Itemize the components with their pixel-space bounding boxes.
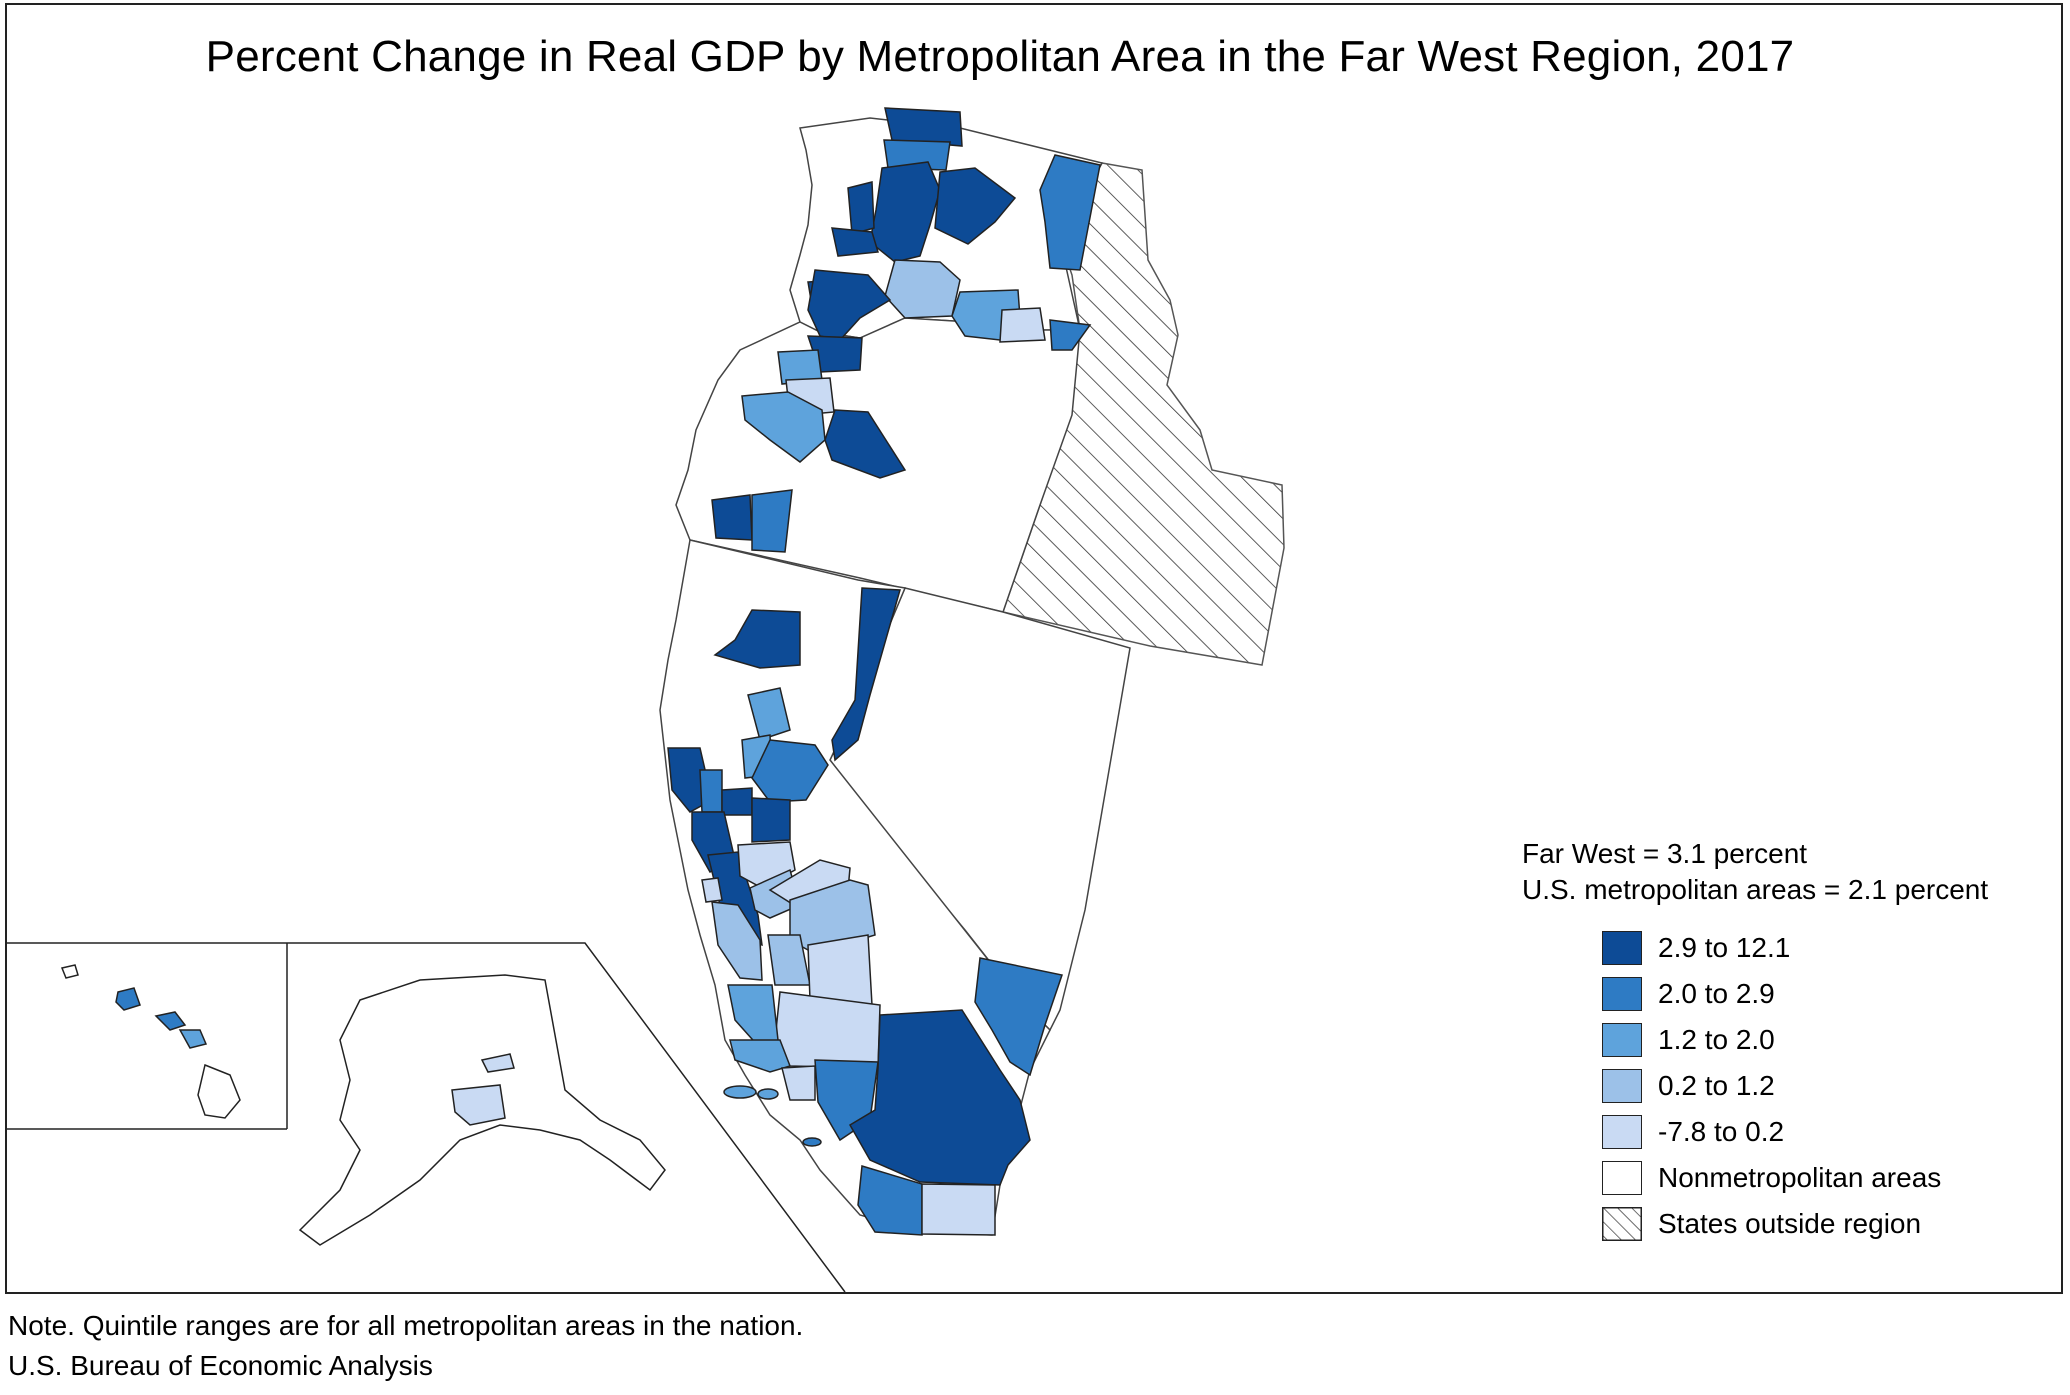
metro-napa	[699, 769, 723, 813]
metro-portland	[807, 269, 892, 341]
metro-oxnard	[781, 1065, 816, 1101]
legend-label: 2.0 to 2.9	[1658, 978, 1775, 1009]
metro-el-centro	[921, 1183, 996, 1236]
metro-santa-cruz	[701, 877, 723, 903]
metro-bend	[824, 409, 907, 479]
catalina-island	[802, 1137, 822, 1147]
legend-swatch-hatch	[1602, 1207, 1642, 1241]
metro-fairbanks	[480, 1053, 515, 1073]
legend-swatch	[1602, 931, 1642, 965]
metro-bakersfield	[774, 991, 881, 1069]
metro-spokane	[1039, 154, 1101, 271]
metro-reno	[831, 587, 901, 762]
map-source: U.S. Bureau of Economic Analysis	[8, 1350, 433, 1381]
hawaii-maui	[154, 1011, 187, 1031]
hawaii-big-island	[197, 1063, 241, 1119]
metro-walla-walla	[999, 307, 1046, 343]
map-legend: 2.9 to 12.1 2.0 to 2.9 1.2 to 2.0 0.2 to…	[1602, 925, 1941, 1247]
channel-islands	[723, 1085, 757, 1099]
us-metro-summary: U.S. metropolitan areas = 2.1 percent	[1522, 874, 1989, 905]
legend-item: 1.2 to 2.0	[1602, 1017, 1941, 1063]
legend-label: -7.8 to 0.2	[1658, 1116, 1785, 1147]
metro-wenatchee	[934, 167, 1017, 245]
legend-swatch	[1602, 1069, 1642, 1103]
hawaii-maui-metro	[178, 1029, 208, 1049]
legend-label: 2.9 to 12.1	[1658, 932, 1791, 963]
metro-sacramento	[751, 739, 829, 803]
hawaii-oahu	[115, 987, 141, 1011]
legend-label: 0.2 to 1.2	[1658, 1070, 1775, 1101]
metro-visalia	[807, 934, 873, 1006]
metro-lewiston	[1049, 319, 1092, 351]
map-title: Percent Change in Real GDP by Metropolit…	[205, 32, 1795, 81]
metro-grants-pass	[711, 494, 753, 541]
metro-san-diego	[857, 1165, 923, 1236]
metro-mount-vernon	[883, 139, 951, 171]
metro-chico	[747, 687, 791, 741]
legend-swatch	[1602, 1115, 1642, 1149]
metro-anchorage	[451, 1084, 506, 1126]
metro-bremerton	[847, 181, 875, 235]
legend-item: 2.9 to 12.1	[1602, 925, 1941, 971]
legend-label: States outside region	[1658, 1208, 1922, 1239]
legend-item: -7.8 to 0.2	[1602, 1109, 1941, 1155]
metro-olympia	[831, 227, 879, 257]
legend-swatch	[1602, 1023, 1642, 1057]
legend-item: States outside region	[1602, 1201, 1941, 1247]
legend-swatch	[1602, 1161, 1642, 1195]
metro-redding	[713, 609, 801, 669]
legend-item: 0.2 to 1.2	[1602, 1063, 1941, 1109]
far-west-summary: Far West = 3.1 percent	[1522, 838, 1808, 869]
hawaii-kauai	[60, 964, 79, 979]
metro-las-vegas	[974, 957, 1063, 1077]
metro-santa-maria	[729, 1039, 791, 1073]
legend-item: 2.0 to 2.9	[1602, 971, 1941, 1017]
metro-eugene	[741, 391, 826, 463]
metro-stockton	[751, 797, 791, 843]
legend-label: Nonmetropolitan areas	[1658, 1162, 1942, 1193]
metro-vallejo	[721, 787, 753, 816]
legend-label: 1.2 to 2.0	[1658, 1024, 1775, 1055]
map-note: Note. Quintile ranges are for all metrop…	[8, 1310, 804, 1341]
metro-riverside	[848, 1009, 1031, 1186]
legend-swatch	[1602, 977, 1642, 1011]
metro-medford	[751, 489, 793, 553]
metro-bellingham	[884, 107, 963, 147]
metro-salinas	[711, 901, 763, 981]
channel-islands-2	[757, 1088, 779, 1100]
inset-border	[5, 942, 846, 1293]
legend-item: Nonmetropolitan areas	[1602, 1155, 1941, 1201]
